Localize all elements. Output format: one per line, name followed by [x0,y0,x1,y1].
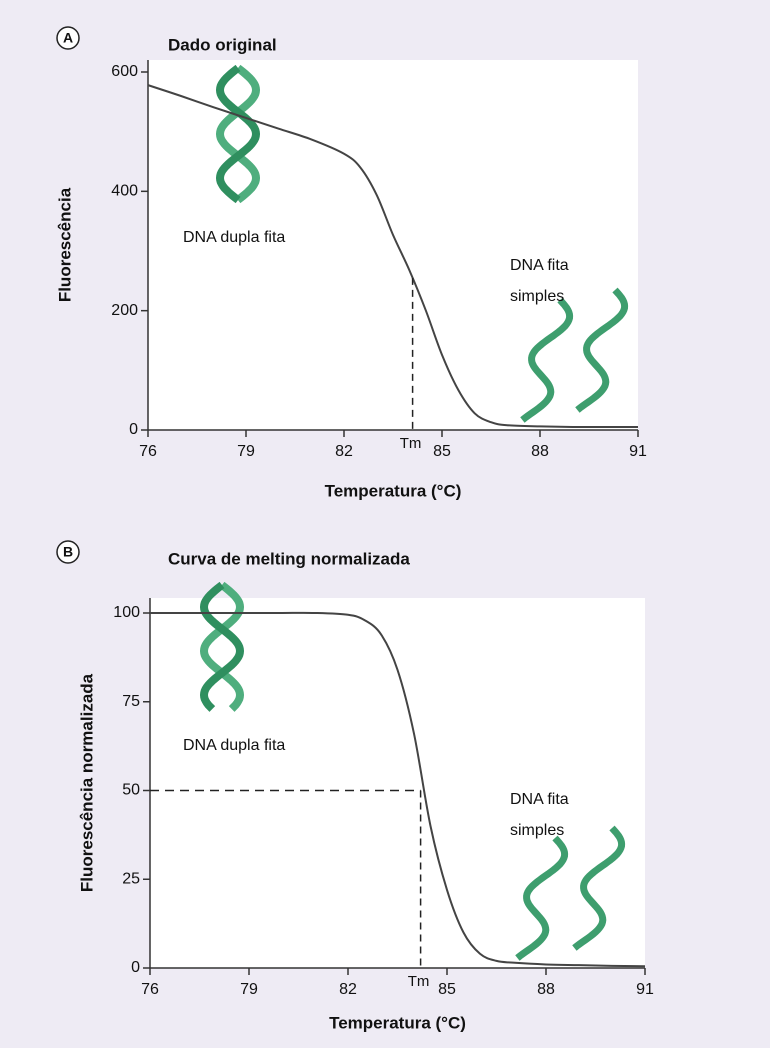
dna-single-strand [515,835,569,961]
panel-badge [56,26,80,50]
annotation: DNA fita [510,791,569,808]
x-tick-label: 76 [139,443,157,460]
dna-single-strand [520,297,574,423]
y-tick-label: 600 [111,63,138,80]
x-tick-label: 88 [537,981,555,998]
panel-letter: B [63,544,73,560]
annotation: DNA fita [510,257,569,274]
x-tick-label: 91 [636,981,654,998]
x-tick-label: 85 [433,443,451,460]
x-tick-label: 76 [141,981,159,998]
melting-curve [150,611,646,968]
annotation: simples [510,822,564,839]
plot-area [150,598,645,968]
annotation: DNA dupla fita [183,229,285,246]
annotation: simples [510,288,564,305]
y-tick-label: 25 [122,870,140,887]
chart-title: Dado original [168,35,277,54]
x-tick-label: 91 [629,443,647,460]
panel-letter: A [63,30,73,46]
y-axis-label: Fluorescência [55,187,74,302]
x-tick-label: 79 [240,981,258,998]
dna-strand [199,581,245,712]
x-tick-label: 85 [438,981,456,998]
annotation: DNA dupla fita [183,737,285,754]
y-tick-label: 400 [111,183,138,200]
x-tick-label: 88 [531,443,549,460]
chart-title: Curva de melting normalizada [168,549,410,568]
x-tick-label: 82 [339,981,357,998]
y-tick-label: 0 [131,959,140,976]
x-tick-label: 79 [237,443,255,460]
y-tick-label: 200 [111,302,138,319]
tm-label: Tm [400,435,422,452]
x-tick-label: 82 [335,443,353,460]
x-axis-label: Temperatura (°C) [325,481,462,500]
dna-strand [215,64,261,204]
x-axis-label: Temperatura (°C) [329,1013,466,1032]
panel-badge [56,540,80,564]
y-axis-label: Fluorescência normalizada [77,673,96,892]
y-tick-label: 75 [122,693,140,710]
dna-strand [215,64,261,204]
dna-single-strand [575,287,629,413]
tm-label: Tm [408,973,430,990]
dna-strand [199,581,245,712]
y-tick-label: 100 [113,604,140,621]
dna-single-strand [572,825,626,951]
y-tick-label: 50 [122,782,140,799]
y-tick-label: 0 [129,421,138,438]
melting-curve [147,84,638,429]
